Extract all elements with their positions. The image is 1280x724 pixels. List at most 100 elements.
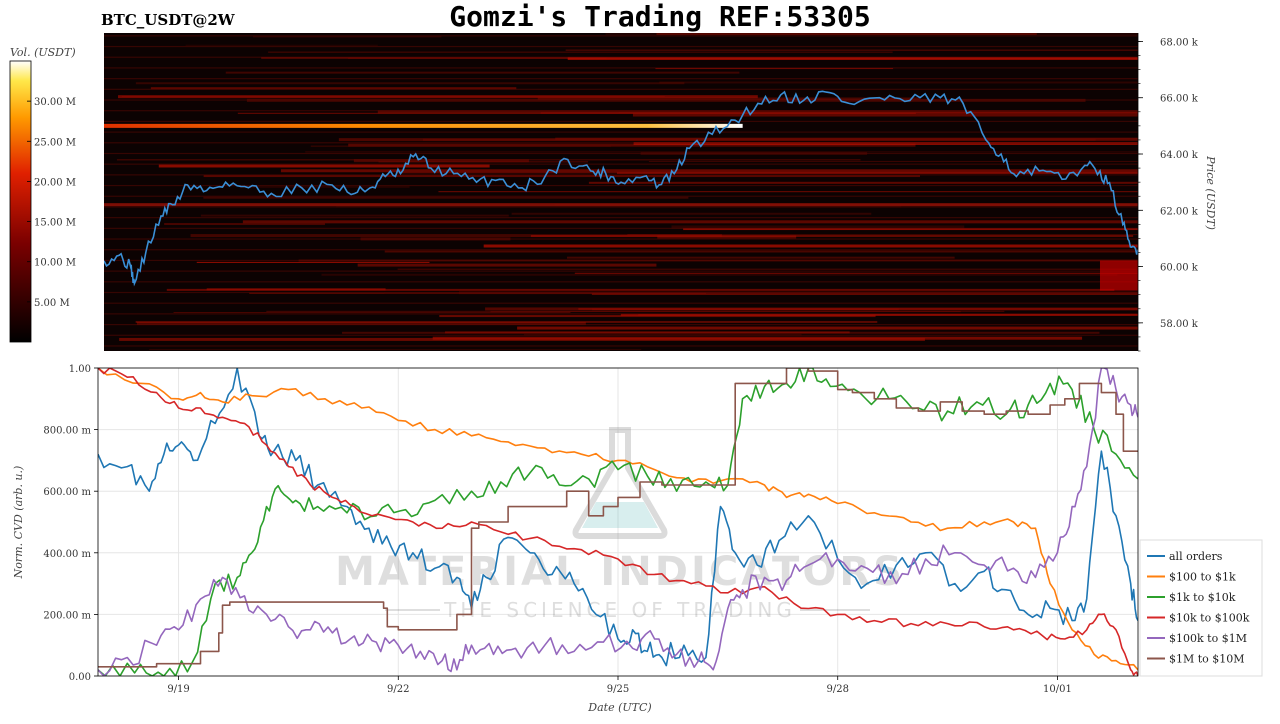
heatmap-band [511, 212, 872, 215]
series-line-r100-1k [98, 368, 1138, 671]
heatmap-band [242, 220, 1138, 224]
cvd-y-tick-label: 400.00 m [43, 549, 91, 560]
price-tick-label: 62.00 k [1160, 206, 1199, 217]
heatmap-band [338, 138, 1138, 142]
heatmap-band [225, 71, 740, 74]
heatmap-band [384, 250, 1138, 253]
price-tick-label: 68.00 k [1160, 37, 1199, 48]
cvd-x-tick-label: 10/01 [1043, 684, 1072, 695]
heatmap-band [655, 68, 894, 70]
heatmap-band [378, 161, 589, 163]
heatmap-band [432, 336, 1083, 340]
cvd-y-axis-label: Norm. CVD (arb. u.) [12, 466, 25, 580]
heatmap-level [104, 217, 1138, 219]
symbol-label: BTC_USDT@2W [101, 11, 236, 29]
heatmap-band [135, 320, 878, 323]
heatmap-band [206, 288, 386, 291]
heatmap-band [280, 169, 1138, 173]
heatmap-band [627, 234, 1138, 236]
heatmap-band [632, 113, 1138, 117]
heatmap-band [240, 185, 410, 188]
cvd-x-tick-label: 9/28 [826, 684, 848, 695]
heatmap-level [104, 99, 1138, 101]
heatmap-band [566, 256, 955, 259]
heatmap-band [261, 57, 1138, 59]
watermark-line2: THE SCIENCE OF TRADING [443, 598, 796, 622]
heatmap-band [196, 261, 430, 263]
heatmap-band [357, 263, 657, 267]
heatmap-band [237, 112, 916, 114]
heatmap-band [203, 175, 921, 178]
price-tick-label: 58.00 k [1160, 319, 1199, 330]
series-line-r100k-1m [98, 368, 1138, 676]
heatmap-level [104, 227, 1138, 229]
colorbar-tick-label: 10.00 M [34, 258, 76, 269]
heatmap-band [574, 272, 1138, 274]
heatmap-bright-level [1099, 260, 1138, 291]
series-line-r1m-10m [98, 368, 1138, 668]
page-title: Gomzi's Trading REF:53305 [449, 0, 870, 33]
heatmap-band [118, 95, 758, 99]
heatmap-level [104, 120, 1138, 123]
heatmap-band [266, 310, 1005, 312]
heatmap-band [116, 159, 861, 161]
heatmap-band [377, 110, 1138, 114]
series-line-r1k-10k [98, 368, 1138, 676]
heatmap-band [321, 273, 1118, 276]
heatmap-band [252, 36, 442, 38]
legend-label: $10k to $100k [1169, 612, 1250, 625]
heatmap-level [104, 345, 1138, 347]
heatmap-band [396, 172, 1138, 174]
heatmap-level [104, 323, 1138, 326]
cvd-x-tick-label: 9/22 [387, 684, 409, 695]
heatmap-band [149, 349, 642, 351]
heatmap-band [633, 141, 1138, 145]
heatmap-band [592, 308, 899, 311]
heatmap-band [305, 151, 1138, 153]
heatmap-level [104, 206, 1138, 208]
heatmap-level [104, 313, 1138, 315]
legend-label: $100k to $1M [1169, 632, 1247, 645]
legend: all orders $100 to $1k $1k to $10k $10k to … [1139, 539, 1263, 677]
heatmap-band [136, 322, 586, 326]
heatmap-level [104, 302, 1138, 304]
legend-label: $1k to $10k [1169, 591, 1236, 604]
heatmap-level [104, 291, 1138, 294]
series-line-r10k-100k [98, 368, 1138, 676]
heatmap-band [268, 51, 893, 53]
heatmap-band [200, 214, 509, 217]
colorbar-tick-label: 25.00 M [34, 137, 76, 148]
heatmap-level [104, 35, 1138, 37]
price-tick-label: 64.00 k [1160, 150, 1199, 161]
heatmap-band [439, 315, 876, 318]
heatmap-band [490, 311, 961, 313]
colorbar: Vol. (USDT) 30.00 M 25.00 M 20.00 M 15.00 M… [9, 46, 76, 343]
cvd-x-axis-label: Date (UTC) [587, 701, 651, 714]
heatmap-level [104, 249, 1138, 251]
heatmap-band [483, 244, 1138, 248]
heatmap-band [648, 160, 1138, 162]
price-axis-label: Price (USDT) [1204, 155, 1217, 230]
heatmap-level [104, 238, 1138, 240]
heatmap-bright-level [104, 123, 743, 128]
heatmap-level [104, 163, 1138, 165]
heatmap-band [591, 293, 1138, 295]
heatmap-level [104, 45, 1138, 48]
heatmap-band [173, 312, 571, 314]
heatmap-band [517, 326, 1138, 330]
heatmap-level [104, 131, 1138, 133]
heatmap-level [104, 56, 1138, 58]
heatmap-band [190, 234, 722, 238]
legend-label: $1M to $10M [1169, 653, 1245, 666]
heatmap-level [104, 259, 1138, 262]
cvd-x-tick-label: 9/19 [167, 684, 189, 695]
heatmap-level [104, 195, 1138, 197]
cvd-y-tick-label: 800.00 m [43, 426, 91, 437]
heatmap-band [671, 225, 965, 229]
heatmap-band [348, 143, 916, 147]
cvd-y-tick-label: 600.00 m [43, 487, 91, 498]
heatmap-level [104, 67, 1138, 69]
price-tick-label: 66.00 k [1160, 94, 1199, 105]
heatmap-band [310, 145, 611, 147]
